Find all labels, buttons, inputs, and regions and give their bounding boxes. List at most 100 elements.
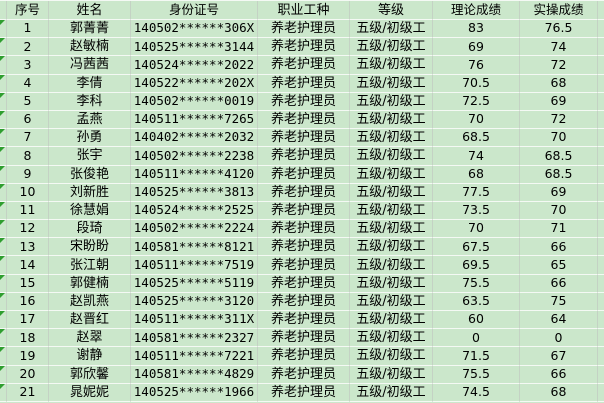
- cell-name[interactable]: 段琦: [49, 220, 131, 239]
- cell-level[interactable]: 五级/初级工: [350, 383, 433, 402]
- cell-occupation[interactable]: 养老护理员: [258, 165, 350, 184]
- row-gutter-cell[interactable]: [0, 292, 7, 311]
- cell-occupation[interactable]: 养老护理员: [258, 147, 350, 166]
- cell-theory-score[interactable]: 71.5: [433, 347, 520, 366]
- cell-id-number[interactable]: 140502******2238: [131, 147, 258, 166]
- row-gutter-cell[interactable]: [0, 329, 7, 348]
- cell-level[interactable]: 五级/初级工: [350, 56, 433, 75]
- cell-occupation[interactable]: 养老护理员: [258, 20, 350, 39]
- cell-occupation[interactable]: 养老护理员: [258, 220, 350, 239]
- cell-level[interactable]: 五级/初级工: [350, 347, 433, 366]
- cell-practical-score[interactable]: 68: [520, 74, 598, 93]
- right-edge-partial-cell[interactable]: [598, 92, 604, 111]
- cell-theory-score[interactable]: 63.5: [433, 292, 520, 311]
- cell-level[interactable]: 五级/初级工: [350, 129, 433, 148]
- cell-theory-score[interactable]: 67.5: [433, 238, 520, 257]
- column-header-level[interactable]: 等级: [350, 1, 433, 20]
- cell-occupation[interactable]: 养老护理员: [258, 274, 350, 293]
- row-gutter-cell[interactable]: [0, 38, 7, 57]
- cell-theory-score[interactable]: 77.5: [433, 183, 520, 202]
- right-edge-partial-cell[interactable]: [598, 256, 604, 275]
- cell-theory-score[interactable]: 68.5: [433, 129, 520, 148]
- cell-serial[interactable]: 4: [7, 74, 49, 93]
- cell-name[interactable]: 郭健楠: [49, 274, 131, 293]
- cell-theory-score[interactable]: 74.5: [433, 383, 520, 402]
- cell-id-number[interactable]: 140581******2327: [131, 329, 258, 348]
- cell-theory-score[interactable]: 83: [433, 20, 520, 39]
- cell-serial[interactable]: 1: [7, 20, 49, 39]
- cell-serial[interactable]: 15: [7, 274, 49, 293]
- cell-practical-score[interactable]: 75: [520, 292, 598, 311]
- cell-occupation[interactable]: 养老护理员: [258, 256, 350, 275]
- cell-id-number[interactable]: 140525******3120: [131, 292, 258, 311]
- right-edge-partial-cell[interactable]: [598, 383, 604, 402]
- column-header-serial[interactable]: 序号: [7, 1, 49, 20]
- cell-level[interactable]: 五级/初级工: [350, 147, 433, 166]
- cell-level[interactable]: 五级/初级工: [350, 256, 433, 275]
- cell-id-number[interactable]: 140502******0019: [131, 92, 258, 111]
- row-gutter-cell[interactable]: [0, 165, 7, 184]
- cell-serial[interactable]: 8: [7, 147, 49, 166]
- cell-serial[interactable]: 7: [7, 129, 49, 148]
- cell-level[interactable]: 五级/初级工: [350, 110, 433, 130]
- cell-occupation[interactable]: 养老护理员: [258, 110, 350, 130]
- cell-theory-score[interactable]: 74: [433, 147, 520, 166]
- cell-serial[interactable]: 10: [7, 183, 49, 202]
- row-gutter-cell[interactable]: [0, 56, 7, 75]
- cell-occupation[interactable]: 养老护理员: [258, 238, 350, 257]
- cell-theory-score[interactable]: 70: [433, 110, 520, 130]
- cell-occupation[interactable]: 养老护理员: [258, 329, 350, 348]
- row-gutter-cell[interactable]: [0, 110, 7, 130]
- row-gutter-cell[interactable]: [0, 20, 7, 39]
- right-edge-partial-cell[interactable]: [598, 365, 604, 384]
- cell-name[interactable]: 郭菁菁: [49, 20, 131, 39]
- cell-id-number[interactable]: 140511******4120: [131, 165, 258, 184]
- row-gutter-cell[interactable]: [0, 311, 7, 330]
- cell-serial[interactable]: 20: [7, 365, 49, 384]
- cell-serial[interactable]: 9: [7, 165, 49, 184]
- cell-theory-score[interactable]: 72.5: [433, 92, 520, 111]
- cell-practical-score[interactable]: 72: [520, 56, 598, 75]
- right-edge-partial-cell[interactable]: [598, 38, 604, 57]
- cell-practical-score[interactable]: 65: [520, 256, 598, 275]
- row-gutter-cell[interactable]: [0, 274, 7, 293]
- cell-id-number[interactable]: 140525******1966: [131, 383, 258, 402]
- cell-name[interactable]: 刘新胜: [49, 183, 131, 202]
- cell-occupation[interactable]: 养老护理员: [258, 383, 350, 402]
- cell-id-number[interactable]: 140511******7265: [131, 110, 258, 130]
- cell-id-number[interactable]: 140402******2032: [131, 129, 258, 148]
- cell-id-number[interactable]: 140522******202X: [131, 74, 258, 93]
- cell-practical-score[interactable]: 67: [520, 347, 598, 366]
- cell-serial[interactable]: 2: [7, 38, 49, 57]
- row-gutter-cell[interactable]: [0, 201, 7, 221]
- cell-occupation[interactable]: 养老护理员: [258, 292, 350, 311]
- cell-level[interactable]: 五级/初级工: [350, 365, 433, 384]
- right-edge-partial-cell[interactable]: [598, 274, 604, 293]
- column-header-occupation[interactable]: 职业工种: [258, 1, 350, 20]
- cell-serial[interactable]: 14: [7, 256, 49, 275]
- right-edge-partial-cell[interactable]: [598, 56, 604, 75]
- cell-name[interactable]: 赵晋红: [49, 311, 131, 330]
- cell-id-number[interactable]: 140525******3144: [131, 38, 258, 57]
- cell-serial[interactable]: 11: [7, 201, 49, 221]
- cell-serial[interactable]: 21: [7, 383, 49, 402]
- cell-name[interactable]: 冯茜茜: [49, 56, 131, 75]
- cell-practical-score[interactable]: 68.5: [520, 147, 598, 166]
- cell-serial[interactable]: 3: [7, 56, 49, 75]
- row-gutter-cell[interactable]: [0, 383, 7, 402]
- cell-practical-score[interactable]: 74: [520, 38, 598, 57]
- cell-theory-score[interactable]: 75.5: [433, 274, 520, 293]
- right-edge-partial-cell[interactable]: [598, 347, 604, 366]
- cell-level[interactable]: 五级/初级工: [350, 92, 433, 111]
- cell-id-number[interactable]: 140581******4829: [131, 365, 258, 384]
- cell-name[interactable]: 李倩: [49, 74, 131, 93]
- cell-id-number[interactable]: 140502******2224: [131, 220, 258, 239]
- cell-name[interactable]: 宋盼盼: [49, 238, 131, 257]
- cell-theory-score[interactable]: 70.5: [433, 74, 520, 93]
- right-edge-partial-cell[interactable]: [598, 147, 604, 166]
- row-gutter-cell[interactable]: [0, 256, 7, 275]
- cell-serial[interactable]: 19: [7, 347, 49, 366]
- cell-practical-score[interactable]: 70: [520, 201, 598, 221]
- cell-occupation[interactable]: 养老护理员: [258, 92, 350, 111]
- cell-occupation[interactable]: 养老护理员: [258, 311, 350, 330]
